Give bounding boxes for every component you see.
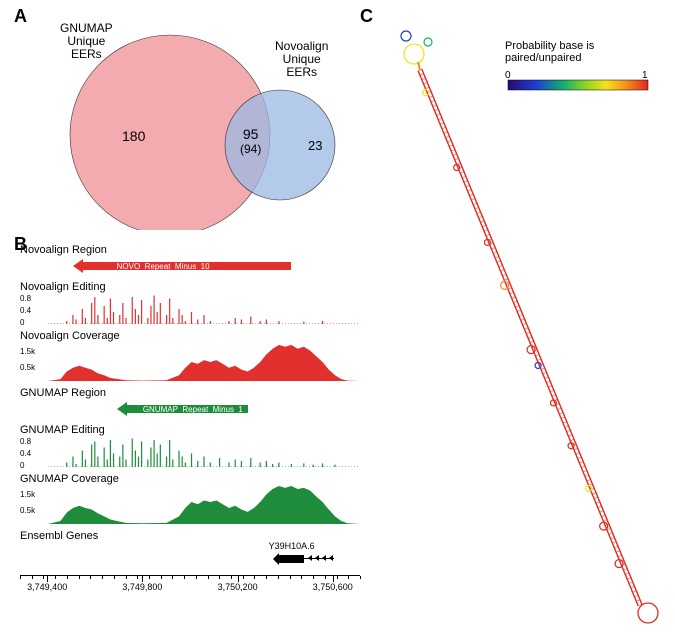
novo-region-row: NOVO_Repeat_Minus_10	[20, 257, 360, 277]
novo-edit-tick-2: 0	[20, 318, 24, 327]
gnumap-editing-area	[48, 437, 360, 469]
rna-svg	[370, 10, 670, 630]
venn-right-title-l3: EERs	[275, 66, 328, 79]
venn-diagram: GNUMAP Unique EERs Novoalign Unique EERs…	[30, 20, 350, 230]
colorbar-title: Probability base is paired/unpaired	[505, 40, 594, 64]
novo-region-label: Novoalign Region	[20, 244, 360, 256]
novo-region-arrow: NOVO_Repeat_Minus_10	[73, 259, 291, 269]
colorbar-title-l2: paired/unpaired	[505, 52, 594, 64]
novo-edit-tick-1: 0.4	[20, 306, 31, 315]
colorbar-right-val: 1	[642, 70, 648, 81]
novo-editing-area	[48, 294, 360, 326]
venn-overlap: 95 (94)	[240, 126, 261, 156]
venn-left-title-l3: EERs	[60, 48, 113, 61]
gnumap-editing-label: GNUMAP Editing	[20, 424, 360, 436]
gnumap-cov-tick-1: 0.5k	[20, 506, 35, 515]
venn-left-count: 180	[122, 128, 145, 144]
novo-coverage-area	[48, 343, 360, 383]
venn-right-title: Novoalign Unique EERs	[275, 40, 328, 80]
gnumap-cov-tick-0: 1.5k	[20, 490, 35, 499]
gnumap-edit-tick-0: 0.8	[20, 437, 31, 446]
gnumap-edit-tick-2: 0	[20, 461, 24, 470]
novo-coverage-label: Novoalign Coverage	[20, 330, 360, 342]
novo-editing-label: Novoalign Editing	[20, 281, 360, 293]
gnumap-editing-row: 0.8 0.4 0	[20, 437, 360, 469]
gnumap-region-row: GNUMAP_Repeat_Minus_1	[20, 400, 360, 420]
gnumap-region-label: GNUMAP Region	[20, 387, 360, 399]
novo-edit-tick-0: 0.8	[20, 294, 31, 303]
gnumap-coverage-label: GNUMAP Coverage	[20, 473, 360, 485]
gnumap-coverage-row: 1.5k 0.5k	[20, 486, 360, 526]
x-axis: 3,749,4003,749,8003,750,2003,750,600	[20, 575, 360, 599]
novo-coverage-row: 1.5k 0.5k	[20, 343, 360, 383]
ensembl-row: Y39H10A.6	[20, 543, 360, 567]
venn-overlap-bottom: (94)	[240, 142, 261, 156]
genome-tracks: Novoalign Region NOVO_Repeat_Minus_10 No…	[20, 240, 360, 630]
novo-cov-tick-0: 1.5k	[20, 347, 35, 356]
panel-label-a: A	[14, 6, 27, 27]
gene-annotation: Y39H10A.6	[48, 553, 360, 567]
novo-cov-tick-1: 0.5k	[20, 363, 35, 372]
gnumap-region-arrow: GNUMAP_Repeat_Minus_1	[117, 402, 248, 412]
venn-right-count: 23	[308, 138, 322, 153]
rna-structure: Probability base is paired/unpaired 0 1	[370, 10, 670, 630]
novo-editing-row: 0.8 0.4 0	[20, 294, 360, 326]
venn-overlap-top: 95	[240, 126, 261, 142]
venn-left-title: GNUMAP Unique EERs	[60, 22, 113, 62]
colorbar-left-val: 0	[505, 70, 511, 81]
colorbar-title-l1: Probability base is	[505, 40, 594, 52]
gnumap-edit-tick-1: 0.4	[20, 449, 31, 458]
gnumap-coverage-area	[48, 486, 360, 526]
